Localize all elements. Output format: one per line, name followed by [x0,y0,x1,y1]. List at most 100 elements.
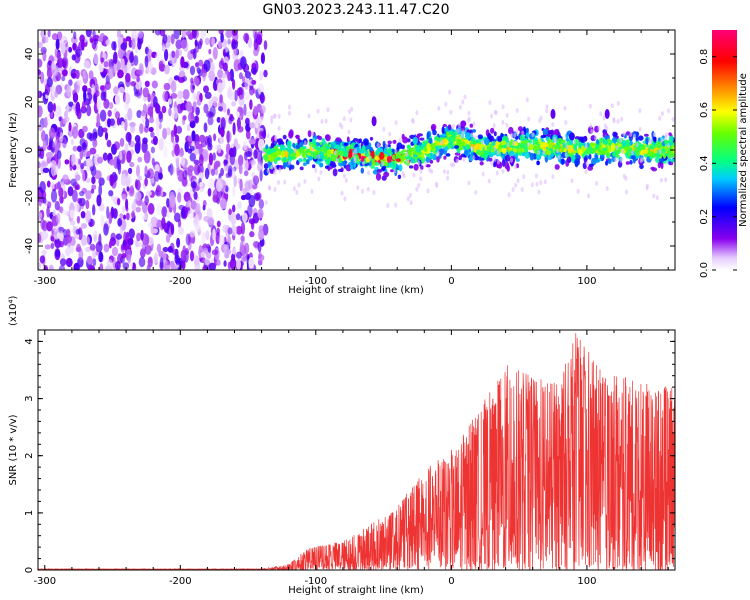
heatmap-y-axis-label: Frequency (Hz) [8,112,19,188]
heatmap-cell [251,79,257,85]
x-tick-label: 100 [577,276,596,287]
heatmap-cell [295,144,301,149]
heatmap-cell [85,30,92,38]
heatmap-cell [622,173,626,179]
heatmap-cell [532,145,537,150]
heatmap-cell [193,215,198,226]
heatmap-cell [233,175,237,188]
heatmap-cell [461,122,466,126]
heatmap-cell [625,161,630,165]
heatmap-cell [406,144,411,150]
heatmap-cell [154,30,162,36]
heatmap-cell [569,139,573,146]
heatmap-cell [181,30,186,39]
heatmap-cell [62,58,67,66]
heatmap-cell [362,161,365,167]
heatmap-cell [78,158,82,165]
heatmap-cell [263,40,268,51]
heatmap-cell [517,148,522,153]
heatmap-cell [565,144,569,150]
heatmap-cell [554,164,560,170]
heatmap-cell [376,168,383,173]
heatmap-cell [227,227,233,235]
heatmap-cell [242,250,248,262]
heatmap-cell [237,201,242,210]
heatmap-cell [621,139,627,147]
heatmap-cell [219,94,223,104]
heatmap-cell [212,47,218,60]
heatmap-cell [83,89,87,103]
heatmap-cell [243,103,247,116]
heatmap-cell [44,244,51,250]
heatmap-cell [262,154,269,161]
heatmap-cell [226,130,230,144]
heatmap-cell [260,105,266,114]
heatmap-cell [335,157,339,163]
heatmap-cell [375,172,382,181]
heatmap-cell [164,48,169,62]
heatmap-cell [135,78,142,90]
snr-frame [37,329,676,571]
heatmap-cell [192,92,197,102]
heatmap-cell [72,126,79,139]
heatmap-cell [205,230,210,241]
heatmap-cell [237,126,244,133]
heatmap-cell [38,262,42,270]
heatmap-cell [114,93,121,106]
heatmap-cell [614,157,618,163]
heatmap-cell [661,111,664,117]
y-tick-label: 0 [24,567,35,573]
snr-axes: -300 -200 -100 0 100 0 1 2 3 4 [24,329,675,587]
heatmap-cell [526,142,530,147]
heatmap-cell [58,187,64,198]
heatmap-cell [245,117,250,125]
heatmap-cell [318,151,324,160]
heatmap-cell [243,32,250,43]
heatmap-cell [97,156,103,164]
heatmap-cell [660,137,664,143]
heatmap-cell [349,117,353,123]
heatmap-cell [426,131,430,140]
heatmap-cell [385,143,389,149]
heatmap-cell [312,164,316,169]
heatmap-cell [162,127,168,140]
heatmap-cell [670,158,675,163]
heatmap-cell [73,262,80,270]
heatmap-cell [501,159,506,167]
heatmap-cell [228,208,232,215]
heatmap-cell [130,81,137,87]
heatmap-cell [71,54,77,61]
heatmap-cell [442,169,446,175]
heatmap-cell [510,132,514,138]
heatmap-cell [118,37,122,50]
heatmap-cell [163,82,171,91]
heatmap-cell [189,250,195,262]
heatmap-cell [136,242,143,248]
heatmap-cell [69,209,75,219]
heatmap-cell [123,231,127,244]
heatmap-cell [121,121,125,129]
heatmap-cell [108,211,113,224]
heatmap-cell [386,155,392,163]
heatmap-cell [664,134,668,140]
heatmap-cell [178,226,185,236]
heatmap-cell [215,79,219,85]
heatmap-cell [574,160,579,168]
heatmap-cell [351,151,355,157]
heatmap-cell [113,51,118,64]
heatmap-cell [46,221,53,232]
heatmap-cell [65,257,73,268]
heatmap-cell [253,149,258,159]
heatmap-cell [40,218,45,230]
heatmap-cell [92,204,96,216]
heatmap-cell [175,39,183,50]
heatmap-cell [143,150,151,164]
heatmap-cell [104,81,111,91]
heatmap-cell [259,116,265,122]
heatmap-cell [238,154,244,167]
heatmap-cell [227,165,233,177]
heatmap-cell [580,137,585,143]
heatmap-cell [136,199,144,207]
heatmap-cell [121,253,127,259]
heatmap-cell [507,192,511,198]
